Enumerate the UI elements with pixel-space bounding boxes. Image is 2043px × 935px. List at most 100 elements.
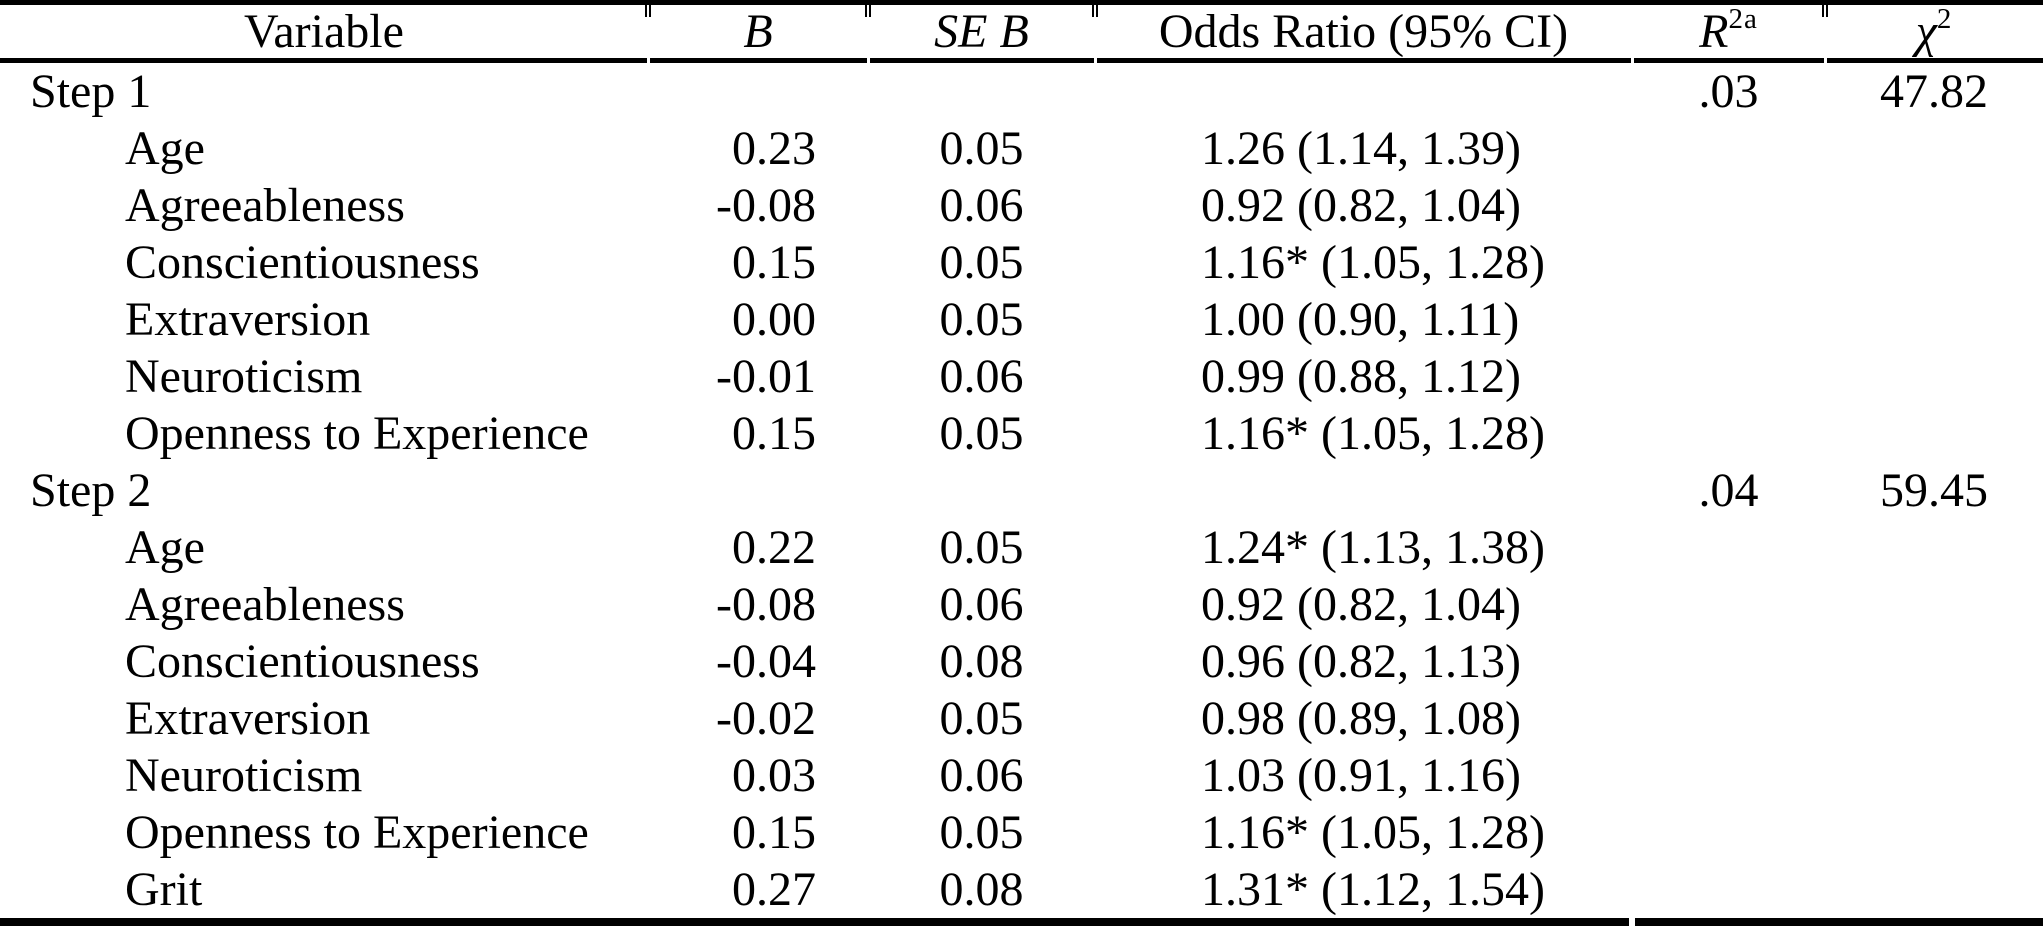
cell-chi2 [1825,576,2043,633]
cell-b: -0.08 [716,179,816,232]
cell-b: 0.15 [732,407,816,460]
cell-se-b: 0.05 [939,236,1024,289]
cell-se-b: 0.05 [939,521,1024,574]
cell-variable: Conscientiousness [125,635,480,688]
table-row: Conscientiousness 0.15 0.05 1.16* (1.05, 1.… [0,234,2043,291]
cell-variable: Agreeableness [125,578,405,631]
cell-b: -0.04 [716,635,816,688]
cell-odds-ratio [1095,63,1632,120]
header-separator-rule [0,58,2043,63]
column-boundary-tick [1822,4,1828,17]
cell-b: 0.15 [732,236,816,289]
cell-se-b: 0.06 [939,179,1024,232]
cell-variable: Age [125,122,205,175]
cell-b [648,63,868,120]
cell-chi2 [1825,120,2043,177]
cell-variable: Grit [125,863,203,916]
cell-odds-ratio: 1.16* (1.05, 1.28) [1201,236,1545,289]
header-row: Variable B SE B Odds Ratio (95% CI) R2a … [0,0,2043,63]
column-boundary-tick [645,4,651,17]
cell-odds-ratio: 1.24* (1.13, 1.38) [1201,521,1545,574]
cell-r2 [1632,747,1825,804]
cell-chi2 [1825,804,2043,861]
column-boundary-tick [865,4,871,17]
cell-chi2 [1825,690,2043,747]
cell-odds-ratio: 1.03 (0.91, 1.16) [1201,749,1521,802]
cell-variable: Extraversion [125,293,371,346]
cell-se-b [868,63,1095,120]
table-bottom-rule [0,918,2043,926]
chi-squared-superscript: 2 [1936,3,1953,35]
cell-odds-ratio: 1.16* (1.05, 1.28) [1201,806,1545,859]
cell-b: -0.01 [716,350,816,403]
cell-r2 [1632,348,1825,405]
cell-b: 0.22 [732,521,816,574]
cell-se-b: 0.05 [939,293,1024,346]
cell-variable: Extraversion [125,692,371,745]
table-row: Agreeableness -0.08 0.06 0.92 (0.82, 1.04) [0,177,2043,234]
cell-odds-ratio: 1.31* (1.12, 1.54) [1201,863,1545,916]
column-header-odds-ratio: Odds Ratio (95% CI) [1158,5,1569,58]
cell-chi2 [1825,633,2043,690]
cell-chi2 [1825,747,2043,804]
table-row: Agreeableness -0.08 0.06 0.92 (0.82, 1.04) [0,576,2043,633]
cell-b: 0.27 [732,863,816,916]
cell-r2 [1632,690,1825,747]
cell-r2 [1632,576,1825,633]
cell-variable: Agreeableness [125,179,405,232]
cell-se-b: 0.08 [939,863,1024,916]
cell-se-b: 0.06 [939,578,1024,631]
cell-odds-ratio: 0.92 (0.82, 1.04) [1201,179,1521,232]
table-row: Conscientiousness -0.04 0.08 0.96 (0.82, 1.… [0,633,2043,690]
table-row: Grit 0.27 0.08 1.31* (1.12, 1.54) [0,861,2043,918]
table-body: Step 1 .03 47.82 Age 0.23 0.05 1.26 (1.14, 1.3… [0,63,2043,918]
r-squared-superscript: 2a [1728,3,1758,35]
cell-se-b: 0.08 [939,635,1024,688]
column-header-se-b: SE B [934,5,1029,58]
table-row: Step 1 .03 47.82 [0,63,2043,120]
cell-r2 [1632,804,1825,861]
cell-b [648,462,868,519]
cell-b: 0.00 [732,293,816,346]
table-row: Age 0.22 0.05 1.24* (1.13, 1.38) [0,519,2043,576]
cell-se-b: 0.05 [939,806,1024,859]
cell-chi2 [1825,519,2043,576]
cell-se-b: 0.06 [939,350,1024,403]
rule-gap [1094,58,1097,63]
column-header-chi-squared: χ2 [1825,0,2043,63]
table-row: Openness to Experience 0.15 0.05 1.16* (1.0… [0,804,2043,861]
cell-variable: Conscientiousness [125,236,480,289]
cell-odds-ratio: 1.26 (1.14, 1.39) [1201,122,1521,175]
table-row: Neuroticism -0.01 0.06 0.99 (0.88, 1.12) [0,348,2043,405]
cell-b: -0.02 [716,692,816,745]
cell-se-b: 0.05 [939,122,1024,175]
cell-r2: .04 [1698,464,1759,517]
cell-odds-ratio: 1.16* (1.05, 1.28) [1201,407,1545,460]
cell-se-b: 0.05 [939,407,1024,460]
r-squared-base: R [1699,5,1729,58]
cell-r2 [1632,519,1825,576]
cell-r2 [1632,633,1825,690]
cell-odds-ratio: 0.92 (0.82, 1.04) [1201,578,1521,631]
column-header-variable: Variable [244,5,404,58]
table-header: Variable B SE B Odds Ratio (95% CI) R2a … [0,0,2043,63]
rule-gap [647,58,650,63]
cell-chi2: 47.82 [1880,65,1988,118]
rule-gap [1629,918,1635,926]
cell-b: -0.08 [716,578,816,631]
cell-chi2 [1825,348,2043,405]
cell-se-b: 0.06 [939,749,1024,802]
cell-se-b [868,462,1095,519]
cell-r2 [1632,120,1825,177]
rule-gap [1824,58,1827,63]
column-boundary-tick [1092,4,1098,17]
cell-odds-ratio: 0.98 (0.89, 1.08) [1201,692,1521,745]
cell-variable: Step 2 [30,464,152,517]
cell-chi2 [1825,234,2043,291]
cell-chi2 [1825,177,2043,234]
table-top-rule [0,0,2043,5]
rule-gap [867,58,870,63]
cell-chi2: 59.45 [1880,464,1988,517]
